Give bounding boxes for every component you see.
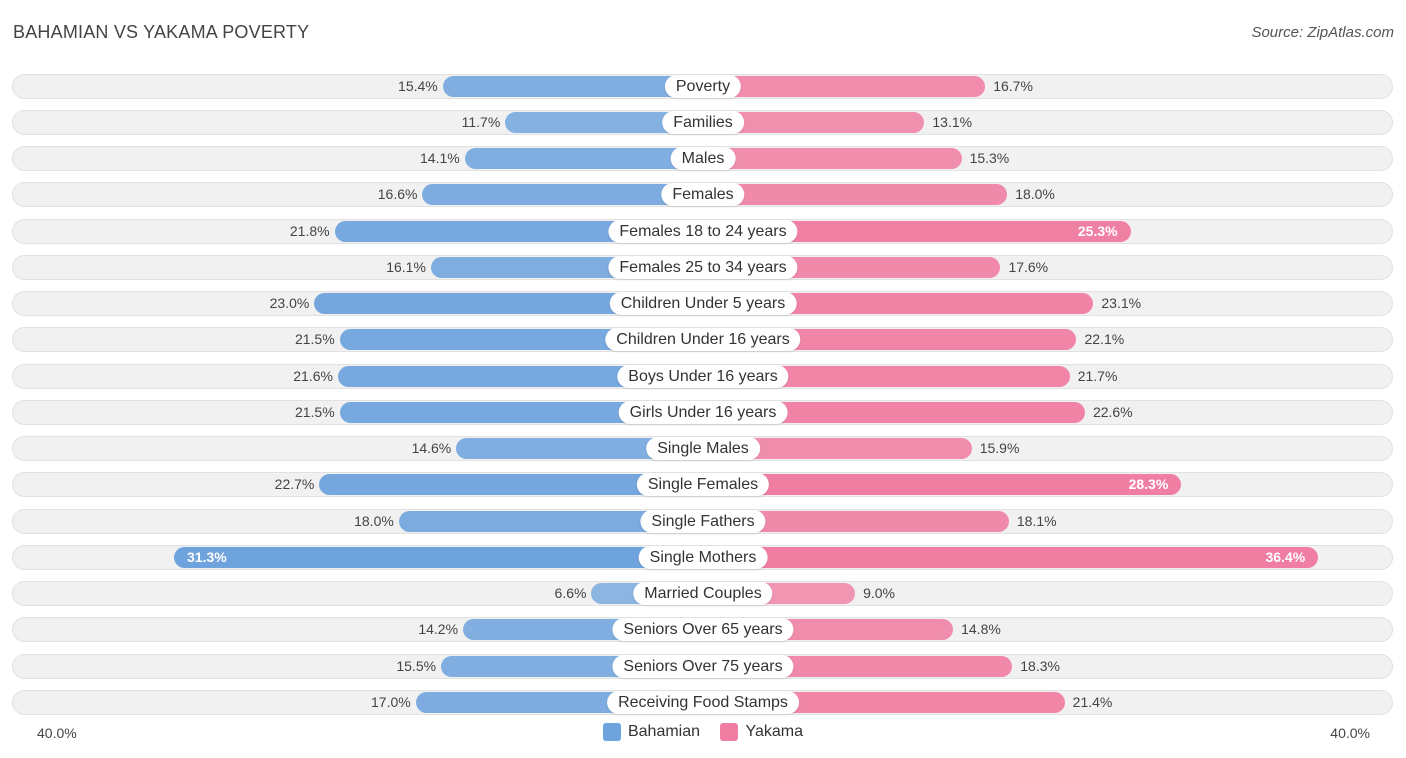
value-label-yakama-males: 15.3% — [969, 150, 1010, 166]
bar-yakama-families[interactable] — [703, 111, 925, 133]
category-label-receiving-food-stamps: Receiving Food Stamps — [607, 690, 799, 714]
category-label-seniors-over-65-years: Seniors Over 65 years — [612, 618, 794, 642]
value-label-yakama-single-fathers: 18.1% — [1016, 512, 1057, 529]
category-label-children-under-16-years: Children Under 16 years — [605, 328, 801, 352]
value-label-yakama-females-25-to-34-years: 17.6% — [1008, 258, 1049, 275]
category-label-single-fathers: Single Fathers — [640, 509, 766, 533]
category-label-girls-under-16-years: Girls Under 16 years — [618, 400, 788, 424]
value-label-bahamian-children-under-16-years: 21.5% — [294, 331, 335, 348]
bar-bahamian-boys-under-16-years[interactable] — [337, 365, 703, 387]
category-label-boys-under-16-years: Boys Under 16 years — [617, 364, 789, 388]
category-label-males: Males — [670, 147, 736, 170]
category-label-children-under-5-years: Children Under 5 years — [609, 292, 797, 315]
value-label-yakama-single-males: 15.9% — [979, 440, 1020, 456]
value-label-bahamian-females-18-to-24-years: 21.8% — [289, 222, 330, 239]
bar-bahamian-females[interactable] — [422, 184, 703, 206]
value-label-bahamian-families: 11.7% — [461, 113, 501, 130]
legend-label-bahamian: Bahamian — [627, 723, 701, 740]
category-label-families: Families — [662, 110, 744, 134]
value-label-bahamian-females-25-to-34-years: 16.1% — [386, 258, 426, 275]
value-label-yakama-boys-under-16-years: 21.7% — [1077, 367, 1118, 384]
bar-bahamian-poverty[interactable] — [442, 75, 703, 97]
value-label-bahamian-married-couples: 6.6% — [554, 585, 587, 601]
bar-yakama-poverty[interactable] — [703, 75, 986, 97]
value-label-yakama-children-under-5-years: 23.1% — [1101, 295, 1142, 311]
value-label-yakama-single-females: 28.3% — [1128, 476, 1169, 493]
legend-swatch-bahamian — [602, 723, 621, 741]
bar-yakama-females[interactable] — [703, 184, 1008, 206]
value-label-bahamian-boys-under-16-years: 21.6% — [293, 367, 333, 384]
chart-title: BAHAMIAN VS YAKAMA POVERTY — [13, 22, 310, 42]
bar-bahamian-single-mothers[interactable] — [174, 546, 703, 568]
bar-bahamian-single-fathers[interactable] — [398, 510, 703, 532]
value-label-yakama-families: 13.1% — [932, 113, 973, 130]
bar-bahamian-males[interactable] — [464, 148, 703, 169]
bar-yakama-single-males[interactable] — [703, 438, 972, 459]
value-label-bahamian-children-under-5-years: 23.0% — [269, 295, 310, 311]
value-label-bahamian-single-fathers: 18.0% — [354, 512, 394, 529]
category-label-females: Females — [661, 183, 745, 207]
bar-yakama-girls-under-16-years[interactable] — [703, 401, 1085, 423]
legend-item-bahamian[interactable]: Bahamian — [602, 723, 701, 741]
value-label-yakama-receiving-food-stamps: 21.4% — [1072, 693, 1113, 710]
bar-yakama-boys-under-16-years[interactable] — [703, 365, 1070, 387]
category-label-married-couples: Married Couples — [633, 582, 773, 605]
legend: Bahamian Yakama — [0, 723, 1406, 746]
axis-right-label: 40.0% — [1330, 725, 1370, 741]
value-label-yakama-children-under-16-years: 22.1% — [1084, 331, 1125, 348]
bar-yakama-single-mothers[interactable] — [703, 546, 1319, 568]
category-label-seniors-over-75-years: Seniors Over 75 years — [612, 654, 794, 678]
value-label-yakama-girls-under-16-years: 22.6% — [1092, 403, 1133, 420]
category-label-females-25-to-34-years: Females 25 to 34 years — [608, 255, 798, 279]
category-label-single-males: Single Males — [646, 437, 760, 460]
value-label-bahamian-females: 16.6% — [377, 186, 418, 203]
value-label-yakama-females-18-to-24-years: 25.3% — [1077, 222, 1118, 239]
bar-bahamian-families[interactable] — [505, 111, 703, 133]
value-label-bahamian-single-males: 14.6% — [411, 440, 452, 456]
value-label-yakama-single-mothers: 36.4% — [1265, 548, 1306, 565]
source-label: Source: ZipAtlas.com — [1251, 24, 1394, 41]
value-label-bahamian-seniors-over-75-years: 15.5% — [396, 657, 437, 674]
bar-bahamian-single-females[interactable] — [319, 474, 703, 496]
bar-yakama-children-under-5-years[interactable] — [703, 293, 1094, 314]
legend-item-yakama[interactable]: Yakama — [720, 723, 803, 741]
legend-label-yakama: Yakama — [745, 723, 803, 740]
value-label-bahamian-single-females: 22.7% — [274, 476, 315, 493]
value-label-yakama-seniors-over-75-years: 18.3% — [1020, 657, 1060, 674]
bar-yakama-females-18-to-24-years[interactable] — [703, 220, 1131, 242]
value-label-yakama-females: 18.0% — [1015, 186, 1055, 203]
bar-yakama-single-females[interactable] — [703, 474, 1182, 496]
bar-yakama-males[interactable] — [703, 148, 962, 169]
category-label-single-females: Single Females — [636, 473, 770, 497]
value-label-yakama-seniors-over-65-years: 14.8% — [961, 621, 1001, 638]
legend-swatch-yakama — [720, 723, 739, 741]
category-label-single-mothers: Single Mothers — [638, 545, 768, 569]
value-label-bahamian-seniors-over-65-years: 14.2% — [418, 621, 459, 638]
bar-bahamian-children-under-5-years[interactable] — [314, 293, 703, 314]
value-label-bahamian-males: 14.1% — [420, 150, 460, 166]
bar-bahamian-girls-under-16-years[interactable] — [339, 401, 703, 423]
value-label-bahamian-single-mothers: 31.3% — [187, 548, 227, 565]
bar-bahamian-single-males[interactable] — [456, 438, 703, 459]
value-label-yakama-poverty: 16.7% — [993, 77, 1033, 94]
value-label-yakama-married-couples: 9.0% — [863, 585, 896, 601]
value-label-bahamian-girls-under-16-years: 21.5% — [294, 403, 335, 420]
category-label-females-18-to-24-years: Females 18 to 24 years — [608, 219, 798, 243]
value-label-bahamian-receiving-food-stamps: 17.0% — [371, 693, 411, 710]
axis-left-label: 40.0% — [37, 725, 77, 741]
value-label-bahamian-poverty: 15.4% — [398, 77, 438, 94]
bar-yakama-single-fathers[interactable] — [703, 510, 1009, 532]
category-label-poverty: Poverty — [664, 74, 742, 98]
